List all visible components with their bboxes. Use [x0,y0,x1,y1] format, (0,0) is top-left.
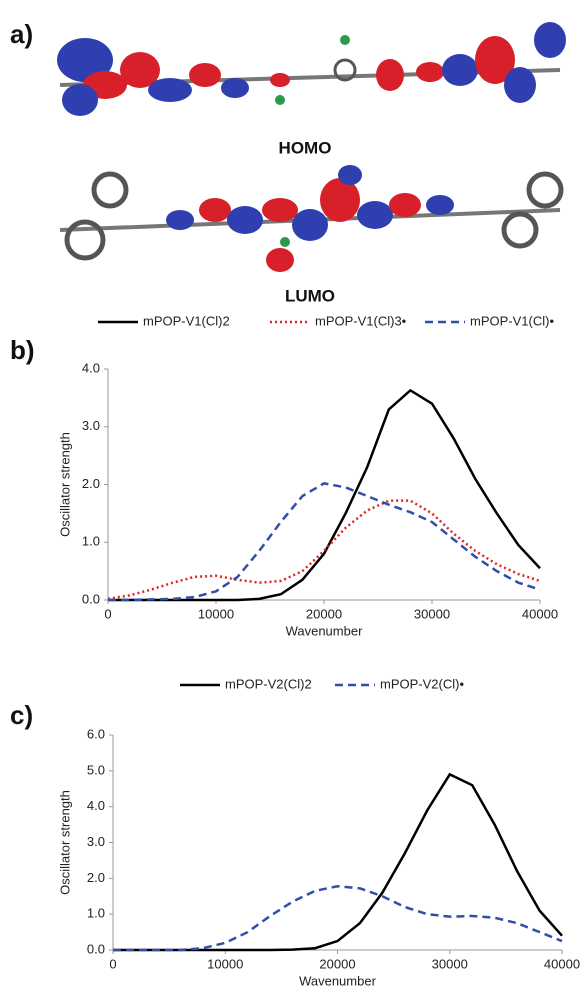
y-tick-label: 3.0 [82,418,100,433]
x-tick-label: 0 [109,956,116,971]
x-tick-label: 0 [104,606,111,621]
legend-label: mPOP-V1(Cl)• [470,313,554,328]
legend-label: mPOP-V2(Cl)2 [225,676,312,691]
y-axis-title: Oscillator strength [57,790,72,895]
y-axis-title: Oscillator strength [57,432,72,537]
x-tick-label: 20000 [319,956,355,971]
panel-label: b) [10,335,35,365]
y-tick-label: 2.0 [87,870,105,885]
x-tick-label: 40000 [544,956,580,971]
figure: a) HOMO LUMO b) 0.0 1.0 2.0 3.0 4.0 0 10000 2000… [0,0,588,986]
homo-orbital-image [57,22,566,116]
y-tick-label: 5.0 [87,762,105,777]
series-line [108,501,540,599]
panel-label: c) [10,700,33,730]
x-tick-label: 30000 [414,606,450,621]
homo-label: HOMO [279,138,332,157]
y-tick-label: 3.0 [87,834,105,849]
legend-label: mPOP-V2(Cl)• [380,676,464,691]
x-tick-label: 10000 [207,956,243,971]
x-tick-label: 10000 [198,606,234,621]
y-tick-label: 0.0 [87,941,105,956]
y-tick-label: 0.0 [82,591,100,606]
y-tick-label: 2.0 [82,476,100,491]
panel-label: a) [10,19,33,49]
x-axis-title: Wavenumber [286,623,363,638]
y-tick-label: 1.0 [87,906,105,921]
legend-label: mPOP-V1(Cl)2 [143,313,230,328]
legend-label: mPOP-V1(Cl)3• [315,313,407,328]
y-tick-label: 6.0 [87,726,105,741]
series-line [108,390,540,600]
x-tick-label: 40000 [522,606,558,621]
y-tick-label: 1.0 [82,534,100,549]
x-tick-label: 20000 [306,606,342,621]
y-tick-label: 4.0 [82,360,100,375]
series-line [113,774,562,950]
x-tick-label: 30000 [432,956,468,971]
lumo-orbital-image [60,165,561,272]
y-tick-label: 4.0 [87,798,105,813]
lumo-label: LUMO [285,286,335,305]
x-axis-title: Wavenumber [299,973,376,986]
